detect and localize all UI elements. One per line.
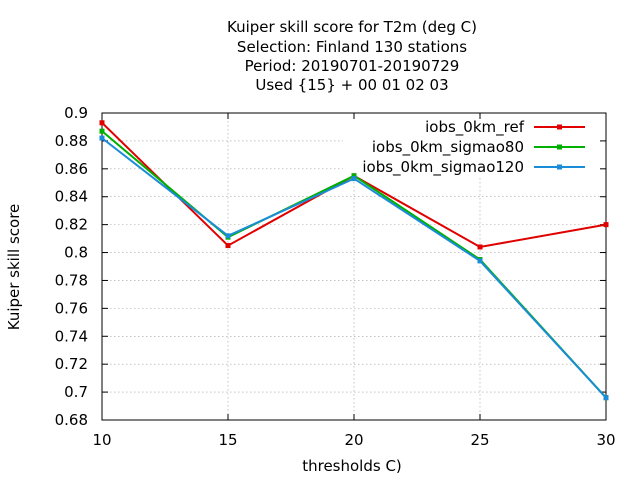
data-point [603,222,609,228]
grid [102,113,606,420]
data-point [99,135,105,141]
y-axis-label: Kuiper skill score [5,204,23,331]
x-tick-label: 25 [470,431,489,449]
series-lines [99,120,609,401]
axes: 0.68 0.7 0.72 0.74 0.76 0.78 0.8 0.82 0.84 0.86 0.… [55,104,616,449]
data-point [351,173,357,179]
data-point [225,233,231,239]
y-tick-label: 0.78 [55,271,88,289]
data-point [477,244,483,250]
y-tick-label: 0.74 [55,327,88,345]
y-tick-label: 0.82 [55,216,88,234]
data-point [99,120,105,126]
chart-title-line-2: Selection: Finland 130 stations [237,38,467,56]
legend-label: iobs_0km_ref [425,118,525,137]
legend-marker [557,124,562,130]
legend: iobs_0km_refiobs_0km_sigmao80iobs_0km_si… [362,118,585,177]
data-point [225,243,231,249]
y-tick-label: 0.86 [55,160,88,178]
chart-title-line-1: Kuiper skill score for T2m (deg C) [227,18,477,36]
plot-border [101,112,607,421]
legend-label: iobs_0km_sigmao80 [372,138,524,157]
data-point [351,176,357,182]
data-point [477,258,483,264]
y-tick-label: 0.76 [55,299,88,317]
series-line-iobs_0km_ref [101,122,607,249]
y-tick-label: 0.9 [64,104,88,122]
series-line-iobs_0km_sigmao80 [101,130,607,399]
data-point [99,128,105,134]
y-tick-label: 0.88 [55,132,88,150]
chart-title-line-4: Used {15} + 00 01 02 03 [255,76,448,94]
legend-marker [557,144,562,150]
x-tick-label: 10 [92,431,111,449]
x-tick-label: 15 [218,431,237,449]
y-tick-label: 0.7 [64,383,88,401]
y-tick-label: 0.68 [55,411,88,429]
chart-title-line-3: Period: 20190701-20190729 [245,57,460,75]
x-tick-label: 30 [596,431,615,449]
y-tick-label: 0.84 [55,188,88,206]
x-tick-label: 20 [344,431,363,449]
y-tick-label: 0.72 [55,355,88,373]
y-tick-label: 0.8 [64,244,88,262]
chart-title: Kuiper skill score for T2m (deg C) Selec… [227,18,477,94]
legend-label: iobs_0km_sigmao120 [362,158,524,177]
x-axis-label: thresholds C) [302,457,402,475]
data-point [603,395,609,401]
legend-marker [557,164,562,170]
